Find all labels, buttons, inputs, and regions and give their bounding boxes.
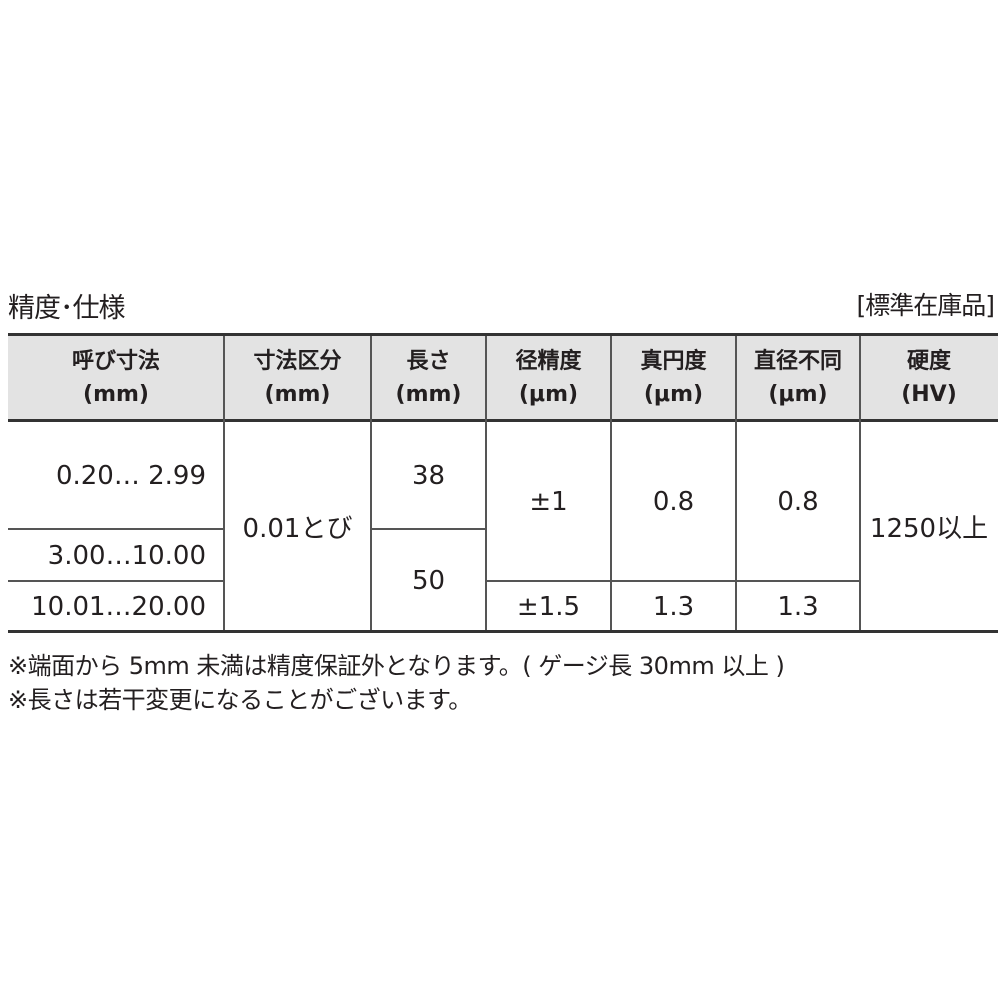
note-2: ※長さは若干変更になることがございます。 bbox=[8, 686, 472, 714]
column-divider bbox=[859, 336, 861, 631]
diameter-variation-cell: 1.3 bbox=[777, 591, 819, 622]
roundness-cell: 0.8 bbox=[652, 486, 695, 517]
header-label: 呼び寸法 bbox=[71, 348, 160, 374]
diameter-accuracy-cell: ±1 bbox=[529, 486, 568, 517]
header-label: 寸法区分 bbox=[253, 348, 342, 374]
header-unit: (μm) bbox=[643, 381, 704, 407]
column-divider bbox=[735, 336, 737, 631]
section-title: 精度･仕様 bbox=[8, 293, 125, 324]
header-label: 長さ bbox=[406, 348, 451, 374]
hardness-cell: 1250以上 bbox=[869, 514, 989, 544]
header-length: 長さ (mm) bbox=[371, 336, 486, 419]
table-bottom-border bbox=[8, 630, 998, 633]
header-unit: (HV) bbox=[901, 381, 957, 407]
header-roundness: 真円度 (μm) bbox=[611, 336, 736, 419]
column-divider bbox=[610, 336, 612, 631]
header-diameter-accuracy: 径精度 (μm) bbox=[486, 336, 611, 419]
row-divider bbox=[8, 528, 224, 530]
table-header bbox=[8, 333, 998, 422]
row-divider bbox=[486, 580, 860, 582]
column-divider bbox=[485, 336, 487, 631]
length-cell: 38 bbox=[411, 460, 446, 491]
division-cell: 0.01とび bbox=[242, 514, 353, 544]
header-diameter-variation: 直径不同 (μm) bbox=[736, 336, 860, 419]
column-divider bbox=[370, 336, 372, 631]
roundness-cell: 1.3 bbox=[652, 591, 695, 622]
header-unit: (μm) bbox=[518, 381, 579, 407]
header-label: 径精度 bbox=[515, 348, 582, 374]
header-division: 寸法区分 (mm) bbox=[224, 336, 371, 419]
header-label: 真円度 bbox=[640, 348, 707, 374]
header-unit: (μm) bbox=[768, 381, 828, 407]
column-divider bbox=[223, 336, 225, 631]
header-unit: (mm) bbox=[83, 381, 149, 407]
nominal-size-cell: 0.20… 2.99 bbox=[55, 460, 206, 491]
header-unit: (mm) bbox=[264, 381, 331, 407]
diameter-variation-cell: 0.8 bbox=[777, 486, 819, 517]
nominal-size-cell: 10.01…20.00 bbox=[31, 591, 206, 622]
nominal-size-cell: 3.00…10.00 bbox=[47, 540, 206, 571]
header-label: 直径不同 bbox=[753, 348, 842, 374]
header-label: 硬度 bbox=[906, 348, 951, 374]
diameter-accuracy-cell: ±1.5 bbox=[516, 591, 581, 622]
header-nominal-size: 呼び寸法 (mm) bbox=[8, 336, 224, 419]
note-1: ※端面から 5mm 未満は精度保証外となります。( ゲージ長 30mm 以上 ) bbox=[8, 652, 785, 680]
header-hardness: 硬度 (HV) bbox=[860, 336, 998, 419]
header-unit: (mm) bbox=[395, 381, 462, 407]
row-divider bbox=[371, 528, 486, 530]
length-cell: 50 bbox=[411, 565, 446, 596]
stock-tag: [標準在庫品] bbox=[856, 291, 995, 320]
row-divider bbox=[8, 580, 224, 582]
